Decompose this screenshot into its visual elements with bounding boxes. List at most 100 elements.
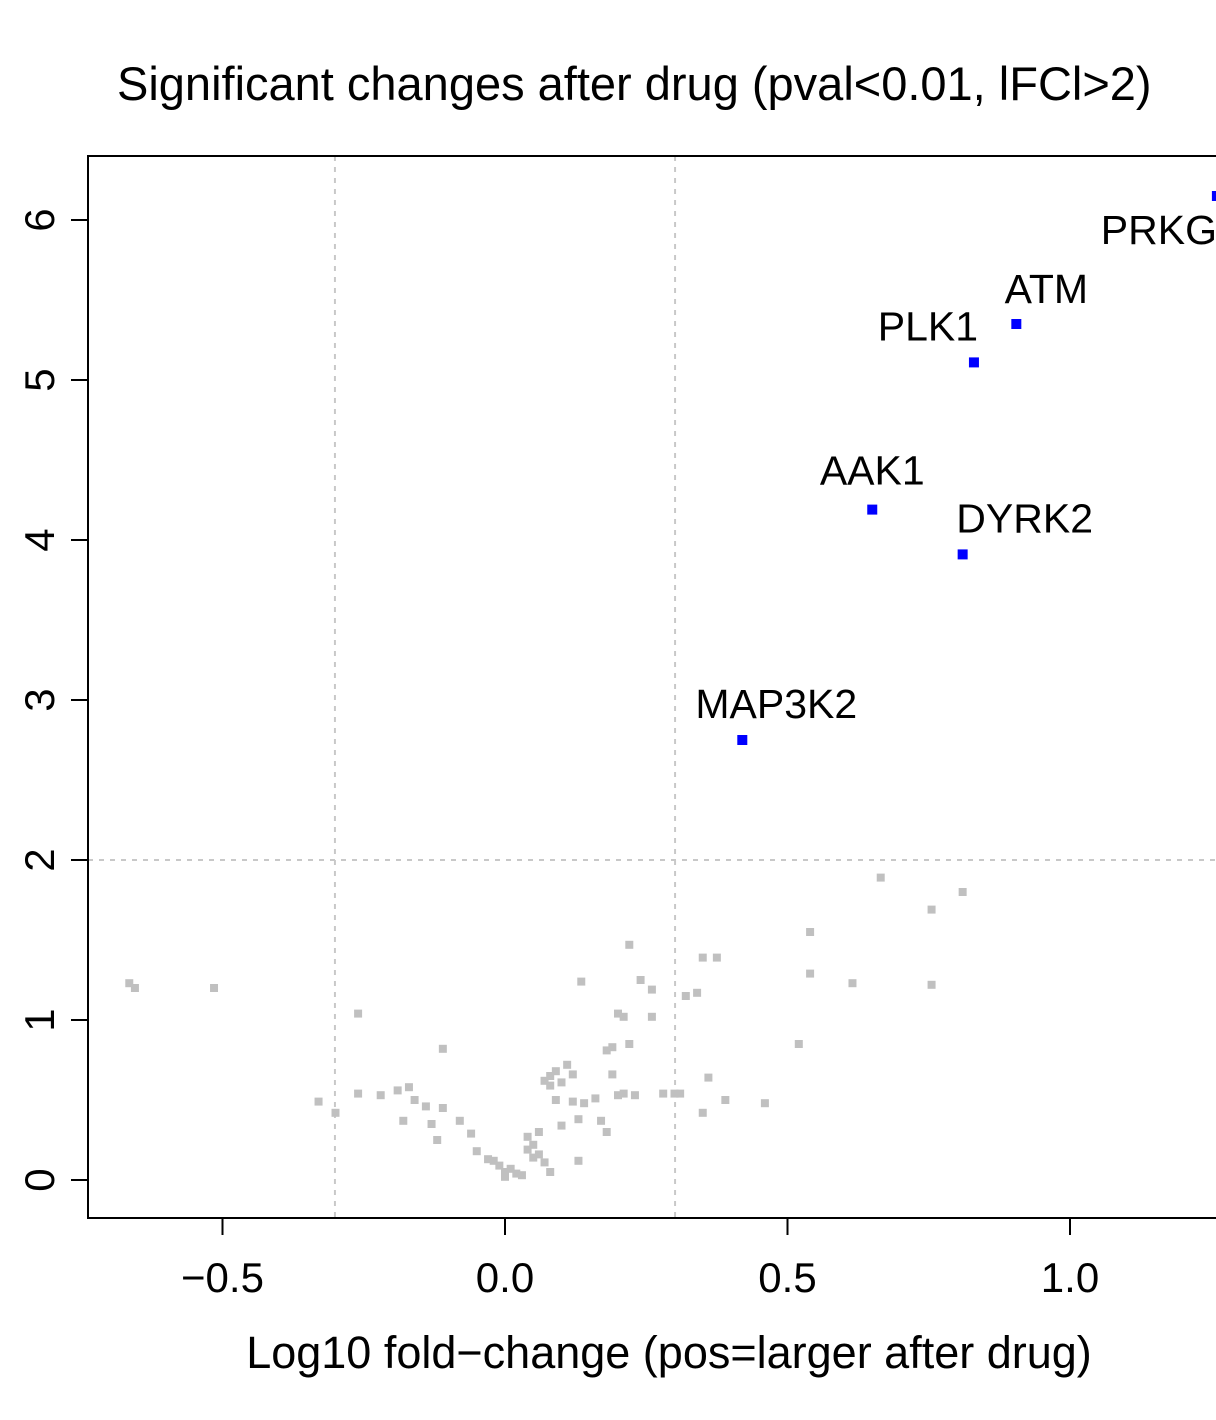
y-tick-label: 6 [16, 208, 63, 231]
nonsignificant-point [404, 1083, 413, 1092]
point-label: ATM [1005, 266, 1089, 312]
nonsignificant-point [927, 980, 936, 989]
point-labels: PRKG ATM PLK1 AAK1 DYRK2 MAP3K2 [695, 207, 1216, 727]
point-label: DYRK2 [956, 495, 1093, 541]
nonsignificant-point [529, 1140, 538, 1149]
nonsignificant-point [568, 1097, 577, 1106]
nonsignificant-point [681, 992, 690, 1000]
nonsignificant-point [608, 1043, 617, 1052]
plot-frame [87, 155, 1216, 1219]
nonsignificant-point [608, 1070, 617, 1079]
nonsignificant-point [438, 1044, 447, 1053]
nonsignificant-point [540, 1158, 549, 1167]
y-tick-label: 1 [16, 1008, 63, 1031]
nonsignificant-point [523, 1132, 532, 1141]
nonsignificant-point [574, 1115, 583, 1124]
nonsignificant-point [399, 1116, 408, 1125]
nonsignificant-point [501, 1168, 509, 1176]
nonsignificant-point [354, 1089, 363, 1098]
nonsignificant-point [806, 928, 815, 936]
nonsignificant-point [125, 979, 134, 988]
nonsignificant-point [580, 1099, 589, 1108]
y-tick-label: 2 [16, 848, 63, 871]
nonsignificant-point [625, 940, 634, 949]
nonsignificant-point [557, 1078, 566, 1087]
nonsignificant-point [546, 1072, 555, 1080]
nonsignificant-point [421, 1102, 430, 1111]
nonsignificant-point [670, 1089, 679, 1098]
y-tick-label: 0 [16, 1168, 63, 1191]
significant-point [968, 357, 979, 368]
nonsignificant-point [546, 1168, 555, 1176]
nonsignificant-point [721, 1096, 730, 1104]
nonsignificant-point [438, 1104, 447, 1112]
x-tick-label: −0.5 [181, 1254, 264, 1301]
nonsignificant-point [376, 1091, 385, 1100]
nonsignificant-point [314, 1097, 323, 1106]
point-label: MAP3K2 [695, 681, 857, 727]
nonsignificant-point [602, 1046, 611, 1055]
nonsignificant-point [659, 1089, 668, 1098]
nonsignificant-point [546, 1081, 555, 1090]
nonsignificant-point [574, 1156, 583, 1165]
nonsignificant-point [393, 1086, 402, 1095]
nonsignificant-point [455, 1116, 464, 1125]
x-tick-label: 1.0 [1041, 1254, 1099, 1301]
nonsignificant-point [489, 1156, 498, 1165]
nonsignificant-point [523, 1145, 532, 1154]
y-tick-label: 3 [16, 688, 63, 711]
nonsignificant-point [433, 1136, 442, 1144]
nonsignificant-point [630, 1091, 639, 1100]
nonsignificant-point [636, 976, 645, 984]
nonsignificant-point [540, 1076, 549, 1085]
nonsignificant-point [506, 1164, 515, 1173]
significant-point [867, 504, 878, 515]
nonsignificant-point [534, 1150, 543, 1159]
nonsignificant-point [484, 1155, 493, 1164]
nonsignificant-point [512, 1169, 521, 1178]
nonsignificant-point [848, 979, 857, 988]
nonsignificant-point [927, 905, 936, 914]
nonsignificant-point [760, 1099, 769, 1108]
y-axis: 0 1 2 3 4 5 6 [16, 208, 88, 1192]
nonsignificant-point [876, 873, 885, 882]
nonsignificant-point [619, 1089, 628, 1098]
nonsignificant-point [354, 1009, 363, 1018]
x-tick-label: 0.0 [476, 1254, 534, 1301]
significant-point [737, 735, 748, 745]
point-label: PRKG [1101, 207, 1216, 253]
nonsignificant-point [619, 1012, 628, 1021]
nonsignificant-point [698, 1108, 707, 1117]
nonsignificant-point [577, 977, 586, 986]
nonsignificant-point [676, 1089, 685, 1098]
nonsignificant-point [625, 1040, 634, 1048]
nonsignificant-point [517, 1171, 526, 1180]
nonsignificant-point [614, 1091, 622, 1100]
nonsignificant-point [647, 985, 656, 994]
nonsignificant-point [568, 1070, 577, 1079]
significant-point [957, 549, 968, 560]
x-axis: −0.5 0.0 0.5 1.0 [181, 1218, 1099, 1301]
nonsignificant-point [698, 953, 707, 962]
nonsignificant-point [130, 984, 139, 992]
nonsignificant-point [602, 1128, 611, 1136]
nonsignificant-point [712, 953, 721, 962]
nonsignificant-point [806, 969, 815, 978]
significant-point [1211, 191, 1216, 201]
nonsignificant-point [647, 1012, 656, 1021]
point-label: AAK1 [820, 448, 925, 494]
nonsignificant-point [794, 1040, 803, 1048]
chart-title: Significant changes after drug (pval<0.0… [117, 57, 1152, 110]
significant-points [737, 191, 1216, 745]
nonsignificant-point [704, 1073, 713, 1082]
point-label: PLK1 [878, 303, 978, 349]
nonsignificant-point [551, 1067, 560, 1076]
x-axis-label: Log10 fold−change (pos=larger after drug… [246, 1327, 1092, 1378]
nonsignificant-point [331, 1108, 340, 1117]
nonsignificant-point [534, 1128, 543, 1136]
nonsignificant-point [597, 1116, 606, 1125]
nonsignificant-point [591, 1094, 600, 1103]
y-tick-label: 4 [16, 528, 63, 551]
nonsignificant-point [557, 1121, 566, 1130]
